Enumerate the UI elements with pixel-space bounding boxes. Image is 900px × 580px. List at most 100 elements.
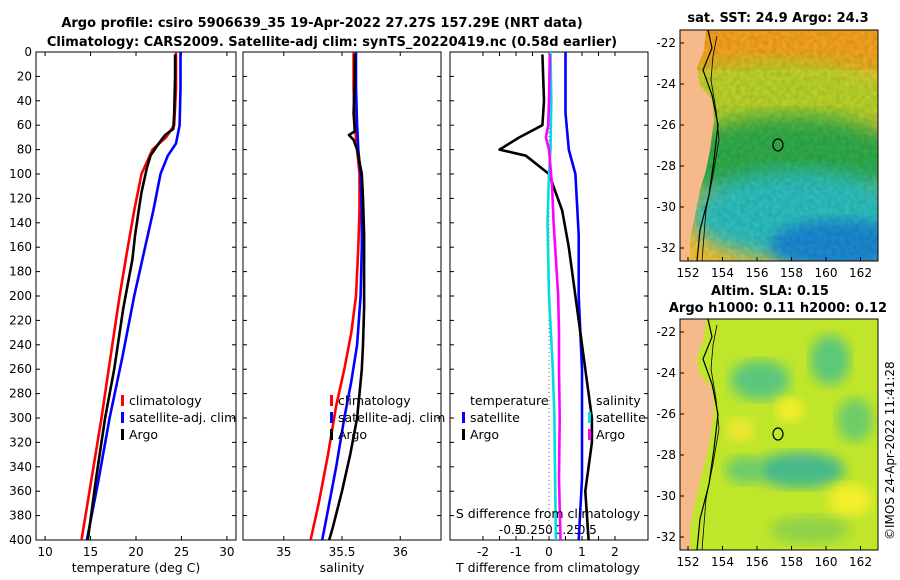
difference-top-xlabel: S difference from climatology bbox=[456, 506, 641, 521]
map-y-tick-label: -32 bbox=[656, 530, 676, 544]
map-x-tick-label: 156 bbox=[746, 555, 769, 569]
legend-t-argo-label: Argo bbox=[470, 427, 499, 442]
difference-panel: -2 -1 0 1 2-0.5-0.25 0 0.250.5 bbox=[449, 51, 649, 559]
map-y-tick-label: -28 bbox=[656, 448, 676, 462]
map-y-tick-label: -24 bbox=[656, 77, 676, 91]
map-y-tick-label: -24 bbox=[656, 366, 676, 380]
legend-temperature-title: temperature bbox=[470, 393, 549, 408]
temperature-xlabel: temperature (deg C) bbox=[72, 560, 201, 575]
x-tick-label: 30 bbox=[219, 545, 234, 559]
chart-title-line2: Climatology: CARS2009. Satellite-adj cli… bbox=[47, 35, 617, 50]
top-tick-label: -0.5 bbox=[499, 523, 522, 537]
legend-swatch-climatology bbox=[121, 395, 124, 406]
map-x-tick-label: 158 bbox=[780, 266, 803, 280]
series-line-argo bbox=[86, 54, 177, 541]
legend-argo-label: Argo bbox=[129, 427, 158, 442]
legend-swatch-argo bbox=[121, 429, 124, 440]
sla-map-title-line1: Altim. SLA: 0.15 bbox=[711, 284, 829, 299]
x-tick-label: 36 bbox=[393, 545, 408, 559]
y-tick-label: 380 bbox=[9, 509, 32, 523]
y-tick-label: 320 bbox=[9, 435, 32, 449]
legend-argo-label: Argo bbox=[338, 427, 367, 442]
legend-swatch-s-argo bbox=[588, 429, 591, 440]
map-x-tick-label: 152 bbox=[677, 266, 700, 280]
x-tick-label: 15 bbox=[83, 545, 98, 559]
top-tick-label: 0 bbox=[545, 523, 553, 537]
x-tick-label: 20 bbox=[128, 545, 143, 559]
y-tick-label: 360 bbox=[9, 484, 32, 498]
y-tick-label: 120 bbox=[9, 191, 32, 205]
sst-map bbox=[680, 30, 878, 261]
plot-frame bbox=[35, 51, 237, 541]
map-y-tick-label: -28 bbox=[656, 159, 676, 173]
x-tick-label: 25 bbox=[174, 545, 189, 559]
series-line-t-argo bbox=[498, 54, 594, 541]
map-y-tick-label: -30 bbox=[656, 489, 676, 503]
series-line-satellite-adj-clim bbox=[320, 52, 364, 541]
legend-climatology-label: climatology bbox=[129, 393, 202, 408]
land-australia bbox=[680, 319, 714, 550]
map-x-tick-label: 152 bbox=[677, 555, 700, 569]
map-x-tick-label: 154 bbox=[711, 555, 734, 569]
map-x-tick-label: 158 bbox=[780, 555, 803, 569]
legend-swatch-climatology bbox=[330, 395, 333, 406]
map-x-tick-label: 162 bbox=[849, 266, 872, 280]
y-tick-label: 340 bbox=[9, 460, 32, 474]
y-tick-label: 400 bbox=[9, 533, 32, 547]
legend-satellite-label: satellite-adj. clim bbox=[129, 410, 236, 425]
map-y-tick-label: -22 bbox=[656, 36, 676, 50]
x-tick-label: -2 bbox=[477, 545, 489, 559]
map-x-tick-label: 160 bbox=[815, 555, 838, 569]
sla-map bbox=[680, 319, 878, 550]
y-tick-label: 300 bbox=[9, 411, 32, 425]
map-y-tick-label: -26 bbox=[656, 407, 676, 421]
land-australia bbox=[680, 30, 714, 261]
series-line-argo bbox=[327, 54, 366, 541]
y-tick-label: 140 bbox=[9, 216, 32, 230]
argo-location-marker bbox=[772, 138, 784, 152]
chart-title-line1: Argo profile: csiro 5906639_35 19-Apr-20… bbox=[61, 16, 582, 31]
top-tick-label: -0.25 bbox=[514, 523, 545, 537]
legend-swatch-satellite bbox=[121, 412, 124, 423]
x-tick-label: 10 bbox=[37, 545, 52, 559]
y-tick-label: 80 bbox=[17, 143, 32, 157]
salinity-xlabel: salinity bbox=[320, 560, 365, 575]
temperature-panel: 0 20 40 60 80 100 120 140 160 180 200 220 240 260 280 3… bbox=[9, 45, 237, 559]
series-line-t-satellite bbox=[564, 52, 584, 541]
y-tick-label: 280 bbox=[9, 387, 32, 401]
legend-climatology-label: climatology bbox=[338, 393, 411, 408]
y-tick-label: 20 bbox=[17, 69, 32, 83]
y-tick-label: 240 bbox=[9, 338, 32, 352]
y-tick-label: 100 bbox=[9, 167, 32, 181]
x-tick-label: -1 bbox=[510, 545, 522, 559]
plot-frame bbox=[242, 51, 442, 541]
map-y-tick-label: -30 bbox=[656, 200, 676, 214]
y-tick-label: 200 bbox=[9, 289, 32, 303]
map-y-tick-label: -22 bbox=[656, 325, 676, 339]
x-tick-label: 35.5 bbox=[329, 545, 356, 559]
x-tick-label: 1 bbox=[578, 545, 586, 559]
legend-swatch-satellite bbox=[330, 412, 333, 423]
y-tick-label: 180 bbox=[9, 265, 32, 279]
legend-satellite-label: satellite-adj. clim bbox=[338, 410, 445, 425]
map-x-tick-label: 156 bbox=[746, 266, 769, 280]
difference-xlabel: T difference from climatology bbox=[455, 560, 641, 575]
legend-salinity-title: salinity bbox=[596, 393, 641, 408]
sla-map-title-line2: Argo h1000: 0.11 h2000: 0.12 bbox=[669, 301, 887, 316]
x-tick-label: 35 bbox=[276, 545, 291, 559]
series-line-s-satellite bbox=[546, 51, 558, 541]
y-tick-label: 60 bbox=[17, 118, 32, 132]
sst-map-title: sat. SST: 24.9 Argo: 24.3 bbox=[687, 11, 868, 26]
map-x-tick-label: 160 bbox=[815, 266, 838, 280]
copyright-stamp: ©IMOS 24-Apr-2022 11:41:28 bbox=[883, 361, 897, 540]
salinity-panel: 35 35.5 36 bbox=[242, 51, 442, 559]
x-tick-label: 0 bbox=[545, 545, 553, 559]
y-tick-label: 40 bbox=[17, 94, 32, 108]
series-line-s-argo bbox=[544, 54, 562, 541]
y-tick-label: 260 bbox=[9, 362, 32, 376]
legend-swatch-t-argo bbox=[462, 429, 465, 440]
map-x-tick-label: 162 bbox=[849, 555, 872, 569]
legend-s-argo-label: Argo bbox=[596, 427, 625, 442]
